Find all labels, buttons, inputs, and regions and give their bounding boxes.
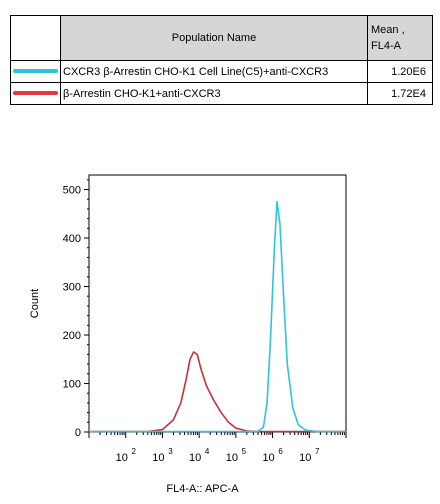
series-line-red [89,351,346,433]
legend-header-mean: Mean , FL4-A [367,15,433,61]
series-line-cyan [89,200,346,433]
x-tick-label: 10 [116,452,128,464]
legend-swatch-line-red [13,91,58,95]
series-layer [89,200,346,433]
legend-row-name: CXCR3 β-Arrestin CHO-K1 Cell Line(C5)+an… [60,60,368,83]
x-tick-exponent: 6 [278,447,283,456]
x-tick-label: 10 [299,452,311,464]
legend-header-blank [10,15,61,61]
legend-header-name: Population Name [60,15,368,61]
y-axis: 0 100 200 300 400 500 [63,179,89,439]
x-tick-exponent: 2 [131,447,136,456]
y-tick-label: 200 [63,330,81,342]
x-tick-exponent: 7 [315,447,320,456]
legend-header-mean-line1: Mean , [371,24,405,36]
x-tick-label: 10 [152,452,164,464]
y-tick-label: 0 [75,427,81,439]
y-axis-label: Count [29,289,41,318]
legend-row-mean: 1.20E6 [367,60,433,83]
plot-frame [88,174,347,433]
legend-header-mean-line2: FL4-A [371,40,401,52]
y-tick-label: 100 [63,379,81,391]
legend-row: β-Arrestin CHO-K1+anti-CXCR3 1.72E4 [10,82,433,105]
legend-swatch-line-cyan [13,69,58,73]
x-tick-exponent: 4 [205,447,210,456]
x-tick-label: 10 [189,452,201,464]
x-tick-exponent: 5 [242,447,247,456]
y-tick-label: 300 [63,282,81,294]
legend-row-mean: 1.72E4 [367,82,433,105]
y-tick-label: 400 [63,233,81,245]
legend-row: CXCR3 β-Arrestin CHO-K1 Cell Line(C5)+an… [10,60,433,83]
x-tick-exponent: 3 [168,447,173,456]
population-legend-table: Population Name Mean , FL4-A CXCR3 β-Arr… [10,15,433,105]
legend-swatch-cell [10,82,61,105]
x-tick-label: 10 [226,452,238,464]
y-tick-label: 500 [63,185,81,197]
legend-swatch-cell [10,60,61,83]
legend-row-name: β-Arrestin CHO-K1+anti-CXCR3 [60,82,368,105]
x-axis-label: FL4-A:: APC-A [166,483,239,495]
x-tick-label: 10 [262,452,274,464]
